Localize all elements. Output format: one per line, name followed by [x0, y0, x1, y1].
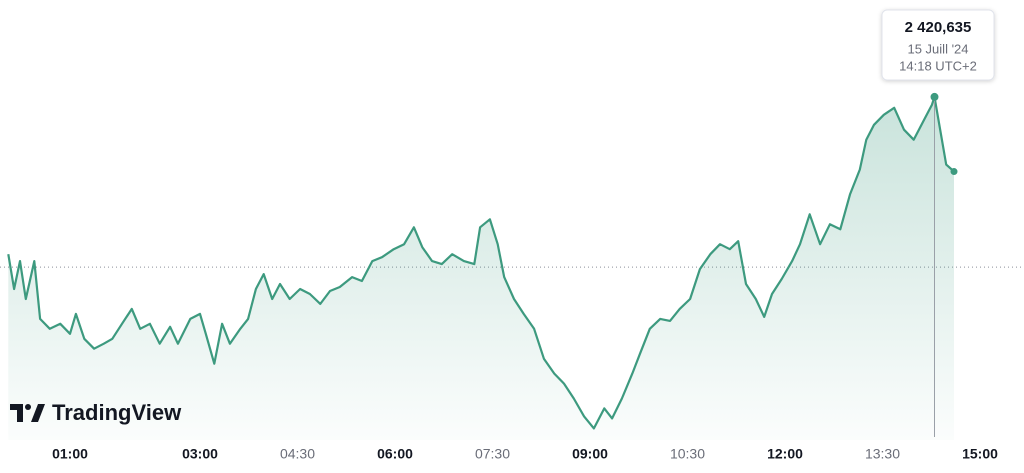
x-tick-label: 01:00: [52, 446, 88, 462]
x-tick-label: 06:00: [377, 446, 413, 462]
x-tick-label: 13:30: [865, 446, 900, 462]
x-tick-label: 09:00: [572, 446, 608, 462]
x-tick-label: 03:00: [182, 446, 218, 462]
x-tick-label: 07:30: [475, 446, 510, 462]
x-tick-label: 12:00: [767, 446, 803, 462]
hover-point: [930, 92, 939, 101]
x-tick-label: 04:30: [280, 446, 315, 462]
tooltip-value: 2 420,635: [905, 19, 972, 36]
area-fill: [8, 96, 954, 441]
x-tick-label: 15:00: [962, 446, 998, 462]
last-point: [950, 168, 958, 176]
brand-logo: TradingView: [10, 400, 182, 425]
tooltip-box: [881, 9, 995, 81]
tooltip: 2 420,635 15 Juill '24 14:18 UTC+2: [881, 9, 995, 81]
x-tick-label: 10:30: [670, 446, 705, 462]
price-line: [7, 95, 955, 430]
tooltip-time: 14:18 UTC+2: [899, 58, 977, 73]
tooltip-date: 15 Juill '24: [907, 41, 968, 56]
brand-name: TradingView: [52, 400, 182, 425]
